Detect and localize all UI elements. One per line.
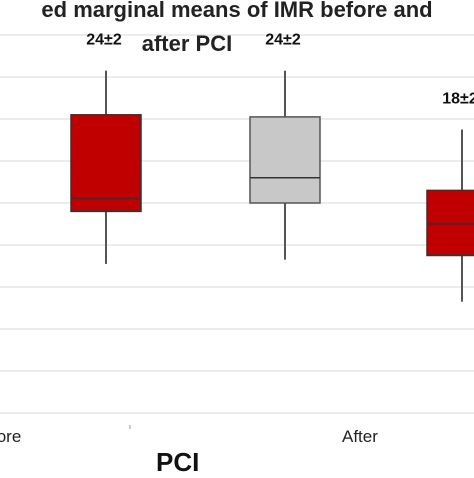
box (249, 116, 321, 204)
box (426, 189, 474, 257)
chart-title-line-1: ed marginal means of IMR before and (41, 0, 433, 22)
chart-title: ed marginal means of IMR before and afte… (0, 0, 474, 56)
x-axis-title: PCI (156, 447, 200, 477)
box (70, 114, 142, 213)
category-label: After (342, 427, 378, 446)
category-label: fore (0, 427, 21, 446)
box-value-label: 24±2 (265, 32, 301, 49)
box-value-label: 24±2 (86, 32, 122, 49)
box-value-label: 18±2 (442, 91, 474, 108)
